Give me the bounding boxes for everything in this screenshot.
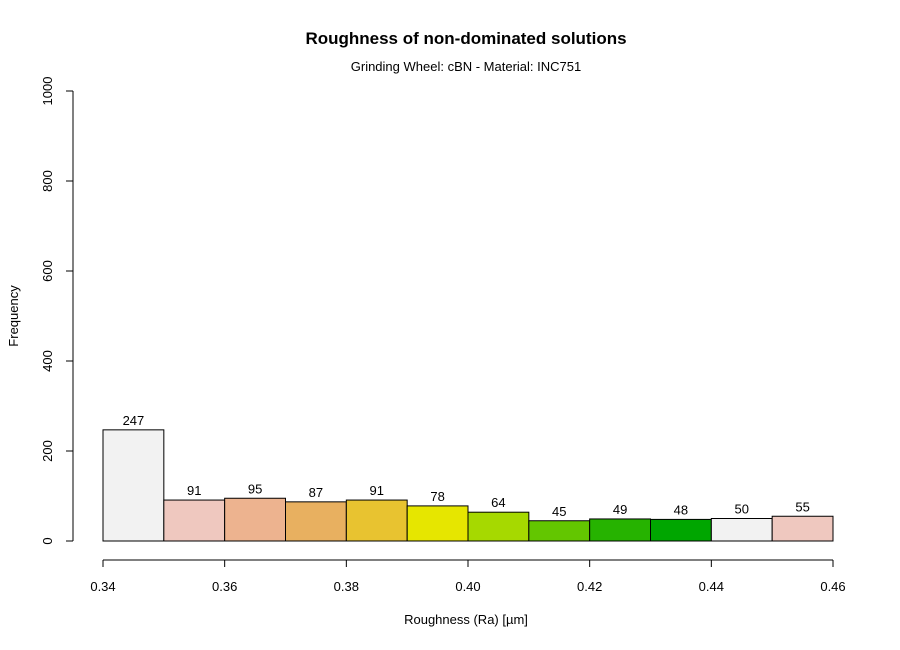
x-axis: 0.34 0.36 0.38 0.40 0.42 0.44 0.46	[90, 559, 846, 594]
bar-value-label: 247	[123, 413, 145, 428]
bar-value-label: 64	[491, 495, 505, 510]
bars-group	[102, 429, 834, 542]
x-tick-label: 0.40	[455, 579, 480, 594]
histogram-bar	[102, 429, 165, 542]
histogram-bar	[589, 518, 652, 542]
histogram-bar	[163, 499, 226, 542]
x-tick-label: 0.38	[334, 579, 359, 594]
bar-value-label: 87	[309, 485, 323, 500]
histogram-bar	[345, 499, 408, 542]
y-axis: 0 200 400 600 800 1000	[40, 77, 74, 545]
histogram-bar	[467, 511, 530, 542]
bar-labels-group: 247 91 95 87 91 78 64 45 49 48 50 55	[123, 413, 810, 519]
histogram-bar	[285, 501, 347, 542]
histogram-bar	[650, 518, 712, 542]
y-tick-label: 0	[40, 537, 55, 544]
bar-value-label: 78	[430, 489, 444, 504]
chart-subtitle: Grinding Wheel: cBN - Material: INC751	[351, 59, 581, 74]
y-tick-label: 400	[40, 350, 55, 372]
y-axis-label: Frequency	[6, 285, 21, 347]
x-tick-label: 0.46	[820, 579, 845, 594]
y-tick-label: 800	[40, 170, 55, 192]
bar-value-label: 49	[613, 502, 627, 517]
bar-value-label: 91	[187, 483, 201, 498]
bar-value-label: 48	[674, 502, 688, 517]
x-tick-label: 0.36	[212, 579, 237, 594]
y-tick-label: 1000	[40, 77, 55, 106]
histogram-bar	[710, 518, 773, 542]
x-axis-label: Roughness (Ra) [µm]	[404, 612, 528, 627]
histogram-bar	[771, 515, 834, 542]
bar-value-label: 95	[248, 481, 262, 496]
histogram-bar	[528, 520, 591, 542]
y-tick-label: 200	[40, 440, 55, 462]
x-tick-label: 0.44	[699, 579, 724, 594]
histogram-bar	[406, 505, 469, 542]
x-tick-label: 0.34	[90, 579, 115, 594]
bar-value-label: 45	[552, 504, 566, 519]
bar-value-label: 91	[370, 483, 384, 498]
x-tick-label: 0.42	[577, 579, 602, 594]
bar-value-label: 55	[795, 499, 809, 514]
chart-title: Roughness of non-dominated solutions	[305, 29, 626, 48]
bar-value-label: 50	[735, 502, 749, 517]
y-tick-label: 600	[40, 260, 55, 282]
histogram-bar	[224, 497, 287, 542]
